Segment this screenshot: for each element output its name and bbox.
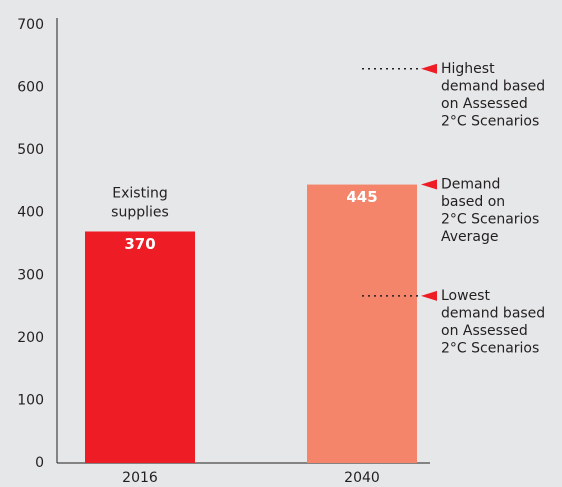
annotation-line: 2°C Scenarios <box>441 113 539 129</box>
caption-line: supplies <box>111 204 169 220</box>
y-tick-label: 300 <box>17 267 44 283</box>
annotation: Demand based on 2°C Scenarios Average <box>441 177 539 246</box>
x-tick-label: 2040 <box>344 470 380 486</box>
annotation-line: demand based <box>441 305 545 321</box>
y-tick-label: 200 <box>17 330 44 346</box>
annotation-line: demand based <box>441 78 545 94</box>
annotation-line: on Assessed <box>441 96 528 112</box>
annotation: Lowest demand based on Assessed 2°C Scenari… <box>441 288 545 357</box>
annotation-line: Demand <box>441 177 500 193</box>
marker-arrow <box>421 179 437 190</box>
bar <box>85 231 195 463</box>
value-label: 370 <box>124 235 155 253</box>
caption-line: Existing <box>112 185 167 201</box>
marker-arrow <box>421 63 437 74</box>
annotation-line: 2°C Scenarios <box>441 212 539 228</box>
y-tick-label: 400 <box>17 205 44 221</box>
annotation: Highest demand based on Assessed 2°C Scenar… <box>441 61 545 130</box>
annotation-line: 2°C Scenarios <box>441 340 539 356</box>
bar <box>307 184 417 464</box>
annotation-line: based on <box>441 194 505 210</box>
y-tick-label: 500 <box>17 142 44 158</box>
y-tick-label: 0 <box>35 455 44 471</box>
value-label: 445 <box>346 188 377 206</box>
y-tick-label: 100 <box>17 392 44 408</box>
marker-arrow <box>421 290 437 301</box>
x-tick-label: 2016 <box>122 470 158 486</box>
annotation-line: Lowest <box>441 288 490 304</box>
y-tick-label: 600 <box>17 80 44 96</box>
annotation-line: Highest <box>441 61 495 77</box>
bar-caption: Existing supplies <box>111 185 169 220</box>
annotation-line: Average <box>441 229 499 245</box>
annotation-line: on Assessed <box>441 323 528 339</box>
y-tick-label: 700 <box>17 17 44 33</box>
